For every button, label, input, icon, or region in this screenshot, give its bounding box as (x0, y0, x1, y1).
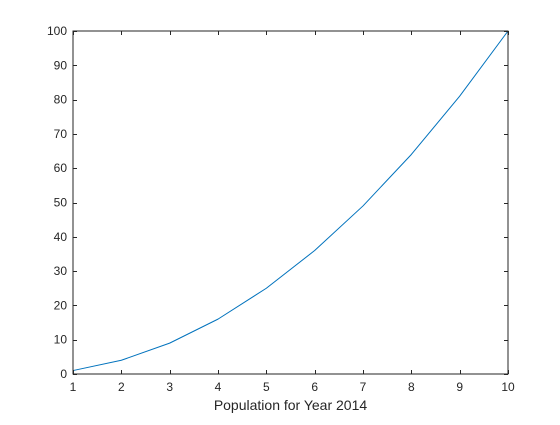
x-tick-label: 1 (70, 380, 77, 394)
y-tick-label: 80 (54, 93, 68, 107)
x-tick-label: 6 (311, 380, 318, 394)
y-tick-label: 60 (54, 161, 68, 175)
x-tick-label: 5 (263, 380, 270, 394)
x-tick-label: 4 (215, 380, 222, 394)
y-tick-label: 100 (47, 24, 67, 38)
y-tick-label: 0 (60, 367, 67, 381)
y-tick-label: 40 (54, 230, 68, 244)
x-tick-label: 2 (118, 380, 125, 394)
plot-background (73, 31, 508, 374)
x-tick-label: 10 (501, 380, 515, 394)
x-tick-label: 7 (360, 380, 367, 394)
y-tick-label: 10 (54, 333, 68, 347)
y-tick-label: 70 (54, 127, 68, 141)
y-tick-label: 50 (54, 196, 68, 210)
y-tick-label: 30 (54, 264, 68, 278)
x-tick-label: 3 (166, 380, 173, 394)
x-tick-label: 9 (456, 380, 463, 394)
x-axis-label: Population for Year 2014 (214, 397, 368, 413)
y-tick-label: 90 (54, 58, 68, 72)
y-tick-label: 20 (54, 298, 68, 312)
x-tick-label: 8 (408, 380, 415, 394)
plot-area (73, 31, 508, 374)
